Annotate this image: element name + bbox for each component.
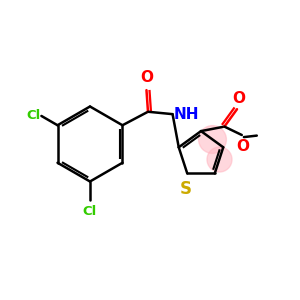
Text: NH: NH (174, 106, 200, 122)
Text: O: O (236, 139, 250, 154)
Text: O: O (232, 91, 245, 106)
Text: O: O (140, 70, 153, 85)
Text: Cl: Cl (83, 205, 97, 218)
Text: Cl: Cl (27, 109, 41, 122)
Text: S: S (180, 180, 192, 198)
